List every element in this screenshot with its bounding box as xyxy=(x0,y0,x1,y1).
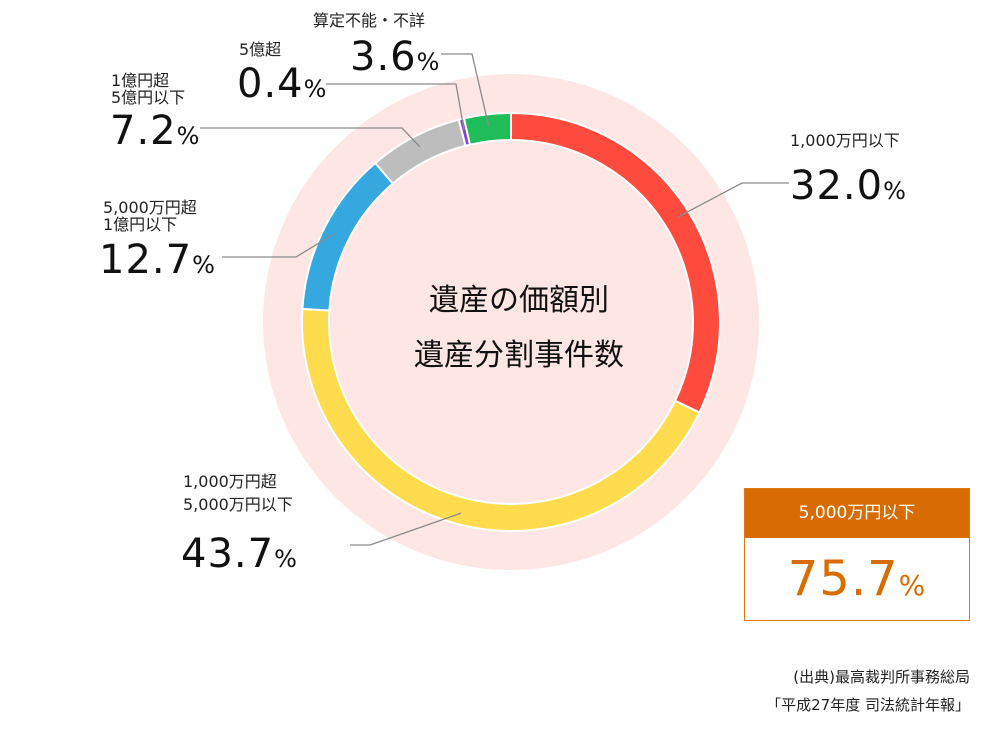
source-note: (出典)最高裁判所事務総局「平成27年度 司法統計年報」 xyxy=(766,668,970,714)
summary-value-number: 75.7 xyxy=(787,551,899,607)
summary-label: 5,000万円以下 xyxy=(745,489,969,538)
category-label-1-1: 5,000万円以下 xyxy=(183,495,293,514)
value-unit-1: % xyxy=(274,545,298,573)
outer-ring xyxy=(263,74,759,570)
leader-line-3 xyxy=(200,127,421,148)
category-label-3-0: 1億円超 xyxy=(111,71,169,90)
value-label-2: 12.7% xyxy=(99,237,216,283)
slice-5 xyxy=(462,111,512,146)
leader-line-1 xyxy=(350,512,462,546)
category-label-2-0: 5,000万円超 xyxy=(103,198,197,217)
value-label-4: 0.4% xyxy=(237,61,327,107)
value-unit-5: % xyxy=(417,48,441,76)
category-label-3-1: 5億円以下 xyxy=(111,88,185,107)
summary-box: 5,000万円以下 75.7% xyxy=(744,488,970,621)
value-unit-3: % xyxy=(177,122,201,150)
value-label-3: 7.2% xyxy=(110,108,200,154)
summary-value: 75.7% xyxy=(745,538,969,627)
category-label-2-1: 1億円以下 xyxy=(103,215,177,234)
source-line-1: 「平成27年度 司法統計年報」 xyxy=(766,696,970,714)
leader-lines xyxy=(200,53,789,546)
category-label-4-0: 5億超 xyxy=(239,40,281,59)
center-title-line-0: 遺産の価額別 xyxy=(429,283,609,318)
value-unit-4: % xyxy=(304,75,328,103)
source-line-0: (出典)最高裁判所事務総局 xyxy=(793,668,970,686)
leader-line-4 xyxy=(326,83,465,131)
leader-line-5 xyxy=(441,53,490,126)
value-unit-2: % xyxy=(192,251,216,279)
leader-line-0 xyxy=(677,182,789,218)
category-label-0-0: 1,000万円以下 xyxy=(790,131,900,150)
summary-value-unit: % xyxy=(898,569,927,602)
value-label-0: 32.0% xyxy=(790,163,907,209)
donut-slices xyxy=(301,111,721,532)
center-title-line-1: 遺産分割事件数 xyxy=(414,338,624,373)
leader-line-2 xyxy=(222,233,335,258)
value-label-1: 43.7% xyxy=(181,531,298,577)
slice-labels: 1,000万円以下 32.0% 1,000万円超 5,000万円以下 43.7% 5,00… xyxy=(99,11,907,577)
category-label-5-0: 算定不能・不詳 xyxy=(313,11,425,30)
value-unit-0: % xyxy=(883,177,907,205)
category-label-1-0: 1,000万円超 xyxy=(183,472,277,491)
value-label-5: 3.6% xyxy=(350,34,440,80)
